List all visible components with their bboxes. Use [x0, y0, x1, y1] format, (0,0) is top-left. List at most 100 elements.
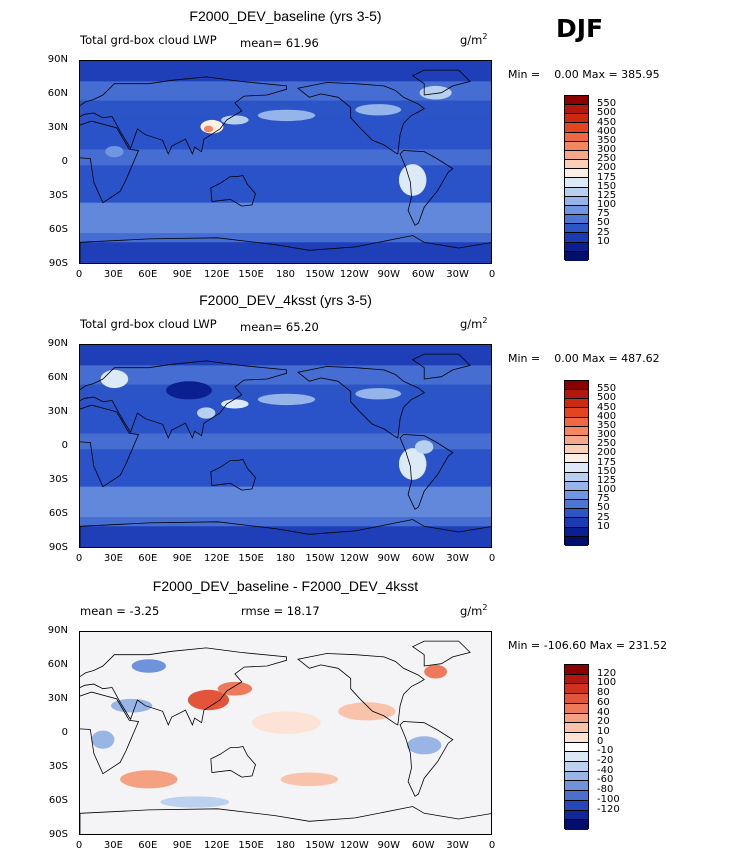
legend-level-label: -80 — [597, 784, 614, 796]
legend-swatch — [565, 196, 588, 206]
panel-subtitle: Total grd-box cloud LWP — [80, 33, 217, 47]
legend-level-label: 400 — [597, 125, 617, 137]
legend-swatch — [565, 472, 588, 482]
coastline — [80, 76, 287, 155]
legend-swatch — [565, 390, 588, 400]
field-blob — [280, 772, 339, 787]
lon-tick-label: 90E — [172, 553, 192, 564]
units-superscript: 2 — [482, 32, 488, 41]
field-blob — [398, 448, 427, 480]
legend-level-label: 50 — [597, 217, 610, 229]
legend-level-label: 120 — [597, 667, 617, 679]
legend-level-label: 100 — [597, 199, 617, 210]
panel-units: g/m2 — [460, 603, 488, 618]
legend-level-label: 175 — [597, 456, 617, 468]
legend-level-label: 0 — [597, 735, 604, 747]
legend-level-label: 450 — [597, 401, 617, 413]
field-blob — [398, 164, 427, 196]
legend-level-label: -60 — [597, 774, 614, 786]
lat-tick-label: 0 — [61, 727, 68, 738]
legend-swatch — [565, 723, 588, 733]
coastline — [210, 746, 256, 778]
lon-tick-label: 60E — [138, 269, 158, 280]
legend-level-label: 550 — [597, 383, 617, 395]
min-max-readout: Min = 0.00 Max = 385.95 — [508, 68, 660, 81]
legend-swatch — [565, 160, 588, 170]
legend-swatch — [565, 518, 588, 528]
lon-tick-label: 0 — [488, 269, 496, 280]
panel-mean: mean= 65.20 — [240, 320, 319, 334]
lon-tick-label: 90E — [172, 269, 192, 280]
legend-level-label: 250 — [597, 438, 617, 450]
field-blob — [257, 393, 316, 406]
legend-level-label: -10 — [597, 745, 614, 757]
field-band — [80, 365, 491, 385]
legend-level-label: 20 — [597, 716, 610, 728]
map-frame — [79, 344, 492, 548]
coastline — [80, 691, 140, 775]
lat-tick-label: 30S — [48, 474, 68, 485]
field-blob — [355, 104, 402, 116]
coastline — [297, 82, 425, 155]
legend-level-label: 200 — [597, 447, 617, 459]
legend-level-label: -20 — [597, 755, 614, 767]
legend-level-label: 450 — [597, 116, 617, 128]
panel-rmse: rmse = 18.17 — [241, 604, 320, 618]
lon-tick-label: 30E — [103, 553, 123, 564]
field-band — [80, 526, 491, 547]
panel-title: F2000_DEV_4ksst (yrs 3-5) — [199, 292, 372, 308]
legend-swatch — [565, 187, 588, 197]
legend-swatch — [565, 490, 588, 501]
map-plot — [80, 61, 491, 263]
lon-tick-label: 180 — [275, 553, 296, 564]
legend-swatch — [565, 132, 588, 142]
field-blob — [414, 440, 434, 454]
legend-level-label: 150 — [597, 180, 617, 192]
lon-tick-label: 150E — [238, 553, 264, 564]
legend-level-label: 75 — [597, 208, 610, 220]
legend-swatch — [565, 684, 588, 695]
legend-level-label: 400 — [597, 410, 617, 422]
legend-swatch — [565, 381, 588, 391]
lat-tick-label: 60S — [48, 508, 68, 519]
legend-colorbar — [564, 95, 589, 261]
map-frame — [79, 631, 492, 835]
field-blob — [120, 770, 178, 789]
lon-tick-label: 90W — [377, 269, 401, 280]
lon-tick-label: 30W — [446, 269, 469, 280]
lon-tick-label: 30E — [103, 269, 123, 280]
lat-tick-label: 60N — [47, 88, 68, 99]
legend-level-label: 550 — [597, 98, 617, 110]
legend-level-label: 250 — [597, 153, 617, 165]
lon-tick-label: 30W — [446, 840, 469, 851]
field-blob — [197, 407, 216, 419]
field-blob — [160, 796, 230, 808]
field-band — [80, 486, 491, 518]
legend-level-label: 175 — [597, 171, 617, 183]
map-plot — [80, 632, 491, 834]
lat-tick-label: 30N — [47, 122, 68, 133]
field-band — [80, 401, 491, 425]
panel-subtitle: Total grd-box cloud LWP — [80, 317, 217, 331]
legend-level-label: 10 — [597, 725, 610, 737]
field-band — [80, 233, 491, 243]
legend-level-label: -100 — [597, 793, 620, 805]
legend-swatch — [565, 527, 588, 537]
legend-level-label: 10 — [597, 520, 610, 532]
legend-swatch — [565, 781, 588, 792]
field-band — [80, 149, 491, 166]
coastline — [80, 120, 140, 204]
legend-swatch — [565, 251, 588, 261]
legend-swatch — [565, 800, 588, 811]
lon-tick-label: 150E — [238, 269, 264, 280]
field-band — [80, 517, 491, 527]
field-blob — [105, 146, 124, 158]
legend-swatch — [565, 536, 588, 546]
legend-level-label: 500 — [597, 107, 617, 119]
legend-level-label: 75 — [597, 493, 610, 505]
field-blob — [100, 369, 129, 389]
units-superscript: 2 — [482, 316, 488, 325]
field-band — [80, 117, 491, 141]
legend-swatch — [565, 703, 588, 714]
field-blob — [355, 388, 402, 400]
